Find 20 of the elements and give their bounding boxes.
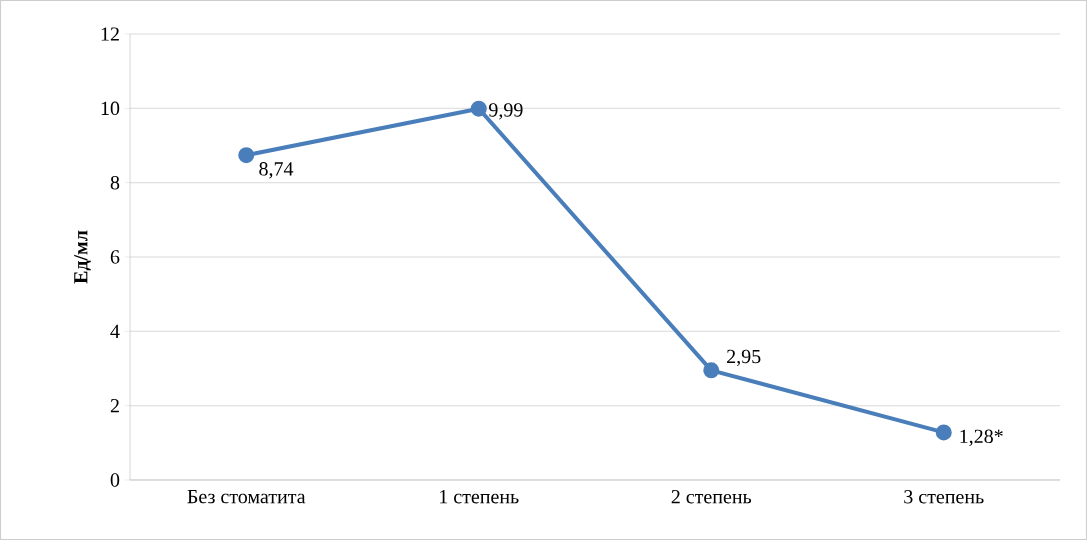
y-tick-label: 2 xyxy=(110,399,119,413)
y-tick-label: 12 xyxy=(101,27,119,41)
point xyxy=(935,424,952,441)
x-tick-label: 1 степень xyxy=(440,490,519,504)
point xyxy=(238,147,255,164)
x-tick-label: Без стоматита xyxy=(187,490,306,504)
y-tick-label: 0 xyxy=(110,473,120,487)
y-tick-label: 8 xyxy=(110,175,120,190)
y-axis-title: Ед/мл xyxy=(74,230,91,284)
data-label: 2,95 xyxy=(727,349,761,367)
y-tick-label: 10 xyxy=(101,101,120,116)
y-tick-label: 4 xyxy=(110,324,120,338)
x-tick-label: 2 степень xyxy=(671,490,752,504)
data-label: 1,28* xyxy=(960,429,1003,446)
point xyxy=(703,362,720,379)
y-tick-label: 6 xyxy=(110,250,120,264)
data-label: 8,74 xyxy=(259,162,294,179)
x-tick-label: 3 степень xyxy=(904,490,984,504)
point xyxy=(470,100,487,117)
data-label: 9,99 xyxy=(489,103,523,120)
